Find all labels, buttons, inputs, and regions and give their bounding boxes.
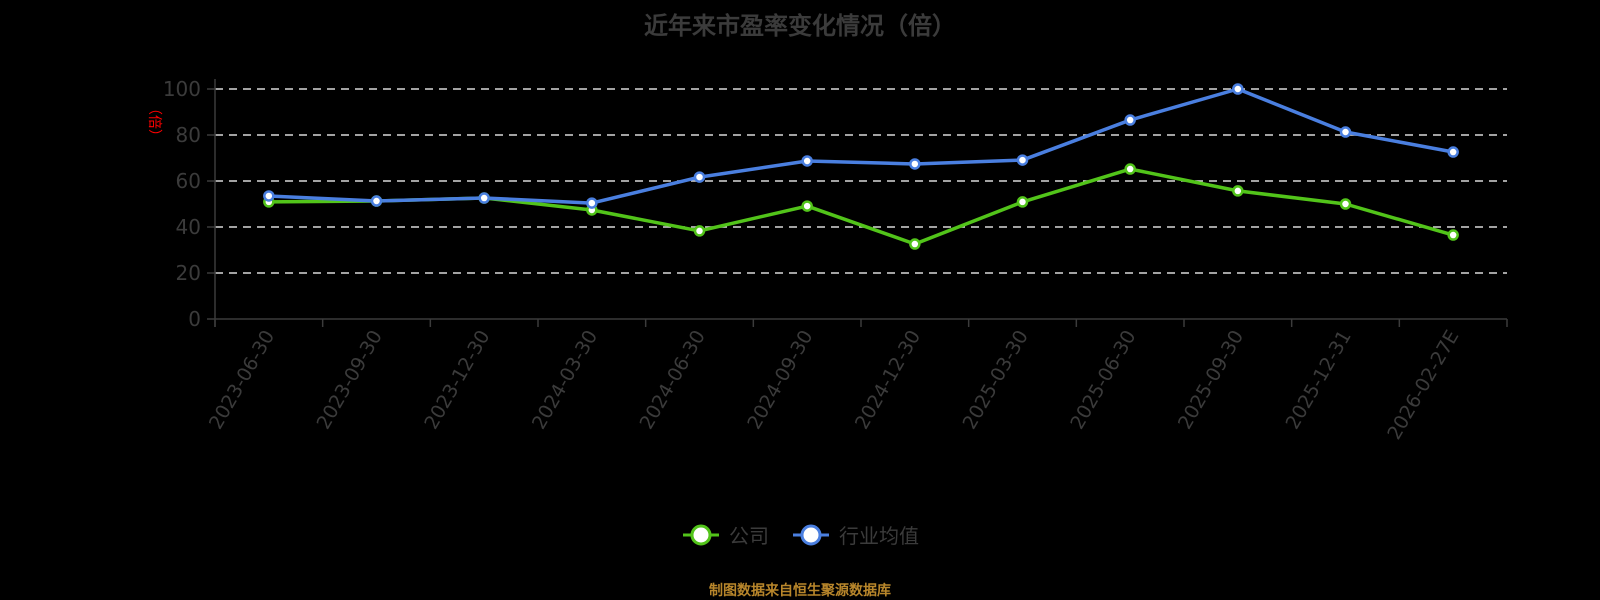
x-tick-label: 2024-06-30: [636, 327, 710, 434]
x-tick-label: 2025-03-30: [959, 327, 1033, 434]
x-tick-label: 2024-03-30: [528, 327, 602, 434]
y-axis-label: （倍）: [146, 101, 162, 143]
data-point-industry: [478, 192, 490, 204]
x-tick-label: 2026-02-27E: [1383, 327, 1463, 444]
legend-marker-industry-icon: [793, 524, 829, 545]
data-point-industry: [693, 171, 706, 183]
y-tick-label: 100: [163, 77, 201, 101]
legend-label-industry: 行业均值: [839, 524, 919, 548]
data-point-industry: [1232, 83, 1244, 95]
data-point-industry: [586, 197, 598, 209]
data-point-company: [909, 238, 921, 250]
x-tick-label: 2023-09-30: [313, 327, 387, 434]
data-point-industry: [1016, 154, 1029, 166]
legend-item-company[interactable]: 公司: [681, 520, 769, 549]
data-point-industry: [263, 190, 275, 202]
x-tick-label: 2023-06-30: [205, 327, 279, 434]
source-footer: 制图数据来自恒生聚源数据库: [709, 583, 891, 599]
x-tick-label: 2023-12-30: [420, 326, 494, 433]
data-point-company: [801, 200, 813, 212]
series-line-industry: [268, 87, 1454, 205]
data-point-company: [1339, 198, 1352, 210]
data-point-industry: [1339, 126, 1352, 138]
y-tick-label: 40: [176, 215, 201, 239]
x-tick-label: 2025-09-30: [1174, 327, 1248, 434]
legend-label-company: 公司: [729, 524, 769, 548]
y-tick-label: 20: [176, 261, 201, 285]
data-point-company: [1447, 229, 1459, 241]
data-point-industry: [370, 195, 383, 207]
x-tick-label: 2025-06-30: [1066, 327, 1140, 434]
data-point-company: [1124, 163, 1136, 175]
x-tick-label: 2024-09-30: [743, 327, 817, 434]
data-point-industry: [1447, 146, 1459, 158]
data-point-company: [1232, 185, 1244, 197]
data-point-industry: [1124, 114, 1136, 126]
x-tick-label: 2024-12-30: [851, 326, 925, 433]
chart-title: 近年来市盈率变化情况（倍）: [644, 12, 956, 40]
legend: 公司 行业均值: [0, 520, 1600, 549]
data-point-industry: [909, 158, 921, 170]
data-point-company: [693, 225, 706, 237]
legend-marker-company-icon: [683, 524, 719, 545]
data-point-industry: [801, 155, 813, 167]
y-tick-label: 0: [188, 307, 201, 331]
legend-item-industry[interactable]: 行业均值: [791, 520, 919, 549]
y-tick-label: 60: [176, 169, 201, 193]
x-tick-label: 2025-12-31: [1282, 327, 1356, 434]
y-tick-label: 80: [176, 123, 201, 147]
data-point-company: [1016, 196, 1029, 208]
